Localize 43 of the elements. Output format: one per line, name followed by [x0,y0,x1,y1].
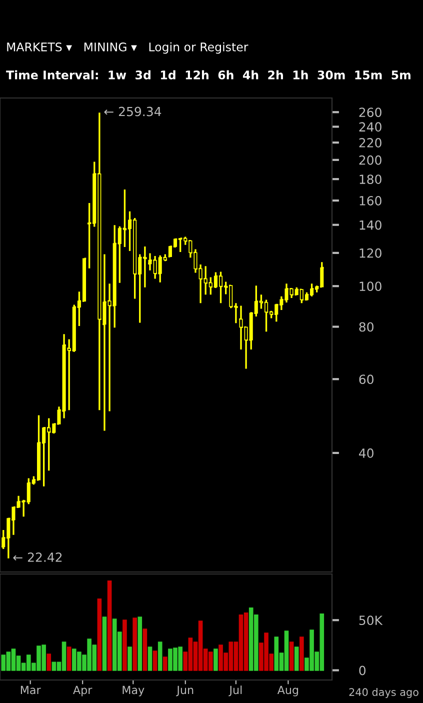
x-tick-label: Jun [176,686,194,696]
x-tick-label: Apr [73,686,92,696]
bar [132,618,137,671]
bar [122,620,127,671]
bar [142,628,148,671]
bar [128,646,132,671]
annotation: ← 259.34 [104,106,162,116]
bar [152,650,158,671]
bar [294,646,299,671]
bar [148,646,152,671]
text: MARKETS ▾ MINING ▾ Login or Register [7,42,248,54]
text: Time Interval: 1w 3d 1d 12h 6h 4h 2h 1h 30m 15m 5m [6,70,410,80]
x-tick-label: Jul [228,686,242,696]
y-tick-label: 100 [360,282,382,292]
bar [300,636,304,671]
y-tick-label: 40 [359,448,374,458]
y-tick-label: 140 [360,220,382,230]
y-tick-label: 180 [360,174,382,184]
bar [138,616,142,671]
annotation: ← 22.42 [13,552,62,562]
x-tick-label: Aug [277,686,298,696]
y-tick-label: 120 [360,248,382,258]
x-tick-label: Mar [20,686,41,694]
y-tick-label: 0 [359,666,366,676]
bar [107,580,112,671]
y-tick-label: 220 [359,138,382,148]
y-tick-label: 260 [359,108,382,118]
y-tick-label: 160 [360,196,382,206]
bar [46,654,52,671]
bar [158,642,162,671]
bar [289,642,294,671]
bar [214,648,218,671]
x-tick-label: May [122,686,144,696]
bar [66,646,72,671]
y-tick-label: 200 [359,155,382,165]
y-tick-label: 50K [359,616,383,626]
y-tick-label: 240 [359,122,382,132]
bar [163,656,168,671]
text: 240 days ago [349,688,418,698]
y-tick-label: 60 [359,374,374,384]
bar [97,598,102,671]
bar [102,616,107,671]
y-tick-label: 80 [359,322,374,332]
